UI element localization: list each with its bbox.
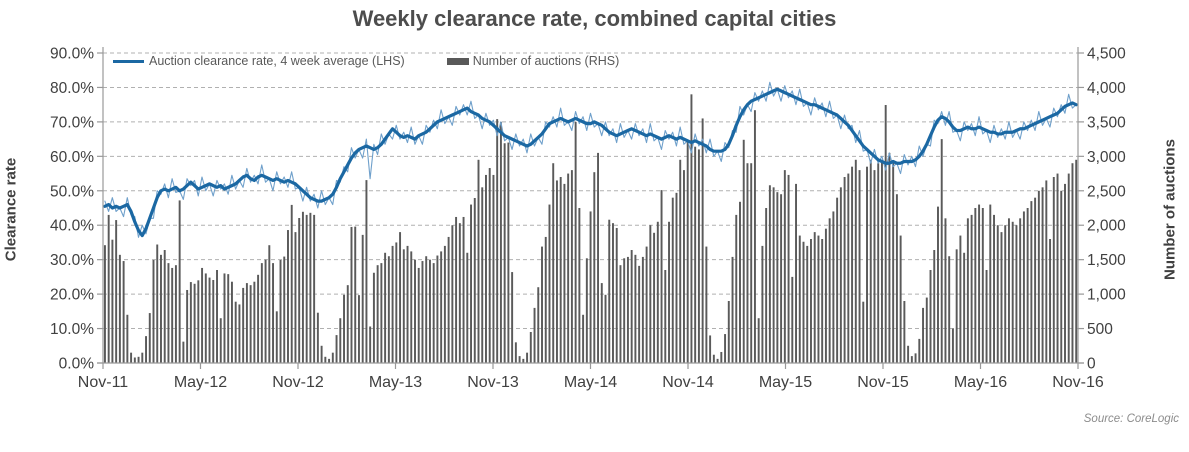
right-axis-title: Number of auctions bbox=[1161, 139, 1179, 280]
chart-title: Weekly clearance rate, combined capital … bbox=[352, 6, 837, 31]
left-axis-title: Clearance rate bbox=[2, 157, 20, 262]
svg-text:3,500: 3,500 bbox=[1087, 114, 1126, 131]
svg-text:0: 0 bbox=[1087, 356, 1096, 373]
svg-text:1,000: 1,000 bbox=[1087, 287, 1126, 304]
svg-text:Nov-16: Nov-16 bbox=[1052, 374, 1104, 391]
svg-text:May-14: May-14 bbox=[564, 374, 617, 391]
line-series-label: Auction clearance rate, 4 week average (… bbox=[149, 54, 405, 68]
bar-series-swatch-icon bbox=[446, 57, 469, 65]
svg-text:May-16: May-16 bbox=[954, 374, 1007, 391]
svg-text:Nov-14: Nov-14 bbox=[662, 374, 714, 391]
svg-text:1,500: 1,500 bbox=[1087, 252, 1126, 269]
svg-text:May-12: May-12 bbox=[174, 374, 227, 391]
svg-text:Nov-15: Nov-15 bbox=[857, 374, 909, 391]
legend: Auction clearance rate, 4 week average (… bbox=[113, 54, 619, 68]
svg-text:4,500: 4,500 bbox=[1087, 46, 1126, 63]
svg-text:40.0%: 40.0% bbox=[50, 218, 94, 235]
svg-text:20.0%: 20.0% bbox=[50, 287, 94, 304]
svg-text:60.0%: 60.0% bbox=[50, 149, 94, 166]
svg-text:80.0%: 80.0% bbox=[50, 80, 94, 97]
svg-text:May-15: May-15 bbox=[759, 374, 812, 391]
svg-text:Nov-11: Nov-11 bbox=[78, 374, 128, 391]
svg-text:90.0%: 90.0% bbox=[50, 46, 94, 63]
svg-text:50.0%: 50.0% bbox=[50, 183, 94, 200]
source-credit: Source: CoreLogic bbox=[1083, 413, 1179, 425]
svg-text:May-13: May-13 bbox=[369, 374, 422, 391]
svg-text:2,000: 2,000 bbox=[1087, 218, 1126, 235]
svg-text:10.0%: 10.0% bbox=[50, 321, 94, 338]
svg-text:30.0%: 30.0% bbox=[50, 252, 94, 269]
svg-text:500: 500 bbox=[1087, 321, 1113, 338]
line-series-swatch-icon bbox=[113, 59, 144, 63]
bar-series-label: Number of auctions (RHS) bbox=[472, 54, 620, 68]
svg-text:2,500: 2,500 bbox=[1087, 183, 1126, 200]
svg-text:0.0%: 0.0% bbox=[59, 356, 95, 373]
svg-text:Nov-12: Nov-12 bbox=[272, 374, 324, 391]
svg-text:3,000: 3,000 bbox=[1087, 149, 1126, 166]
svg-text:4,000: 4,000 bbox=[1087, 80, 1126, 97]
svg-text:70.0%: 70.0% bbox=[50, 114, 94, 131]
svg-text:Nov-13: Nov-13 bbox=[467, 374, 519, 391]
